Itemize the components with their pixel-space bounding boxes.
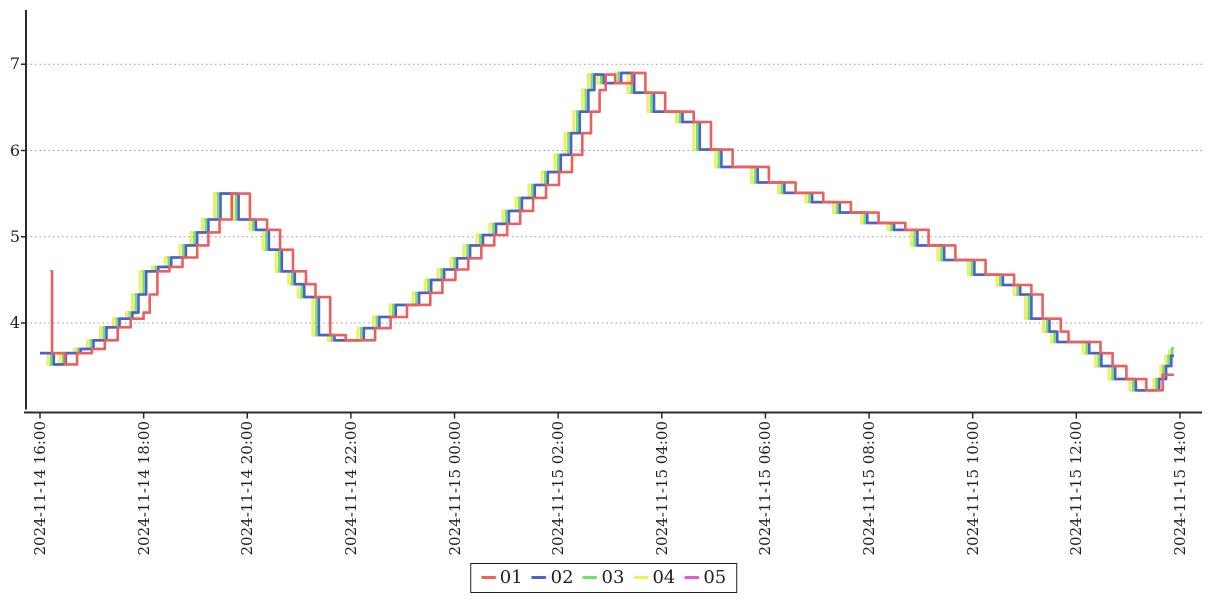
legend-label: 03	[601, 567, 625, 588]
x-tick-label: 2024-11-15 00:00	[445, 421, 464, 556]
legend-label: 02	[550, 567, 574, 588]
legend-swatch-05	[684, 575, 700, 580]
legend: 01 02 03 04 05	[469, 563, 738, 593]
legend-item-04[interactable]: 04	[633, 567, 675, 588]
legend-swatch-02	[531, 575, 547, 580]
x-tick-label: 2024-11-14 18:00	[134, 421, 153, 556]
x-tick-label: 2024-11-15 06:00	[756, 421, 775, 556]
legend-swatch-03	[582, 575, 598, 580]
y-tick-label: 4	[9, 313, 20, 332]
legend-item-03[interactable]: 03	[582, 567, 625, 588]
x-tick-label: 2024-11-14 20:00	[238, 421, 257, 556]
series-line-02	[40, 71, 1174, 392]
legend-item-05[interactable]: 05	[684, 567, 726, 588]
x-tick-label: 2024-11-15 08:00	[860, 421, 879, 556]
series-line-04	[40, 71, 1173, 392]
x-tick-label: 2024-11-15 04:00	[652, 421, 671, 556]
series-line-01	[50, 71, 1174, 392]
x-tick-label: 2024-11-14 22:00	[341, 421, 360, 556]
legend-label: 01	[499, 567, 523, 588]
y-tick-label: 7	[9, 54, 20, 74]
x-tick-label: 2024-11-15 02:00	[549, 421, 568, 556]
x-tick-label: 2024-11-14 16:00	[31, 421, 49, 556]
x-tick-label: 2024-11-15 10:00	[963, 421, 982, 556]
x-tick-label: 2024-11-15 12:00	[1067, 421, 1086, 556]
x-tick-label: 2024-11-15 14:00	[1170, 421, 1189, 556]
series-line-03	[40, 71, 1174, 392]
legend-label: 04	[652, 567, 676, 588]
y-tick-label: 6	[9, 140, 20, 160]
legend-item-01[interactable]: 01	[480, 567, 523, 588]
legend-swatch-01	[480, 575, 496, 580]
legend-swatch-04	[633, 575, 649, 580]
y-tick-label: 5	[9, 226, 20, 246]
legend-label: 05	[703, 567, 727, 588]
legend-item-02[interactable]: 02	[531, 567, 574, 588]
